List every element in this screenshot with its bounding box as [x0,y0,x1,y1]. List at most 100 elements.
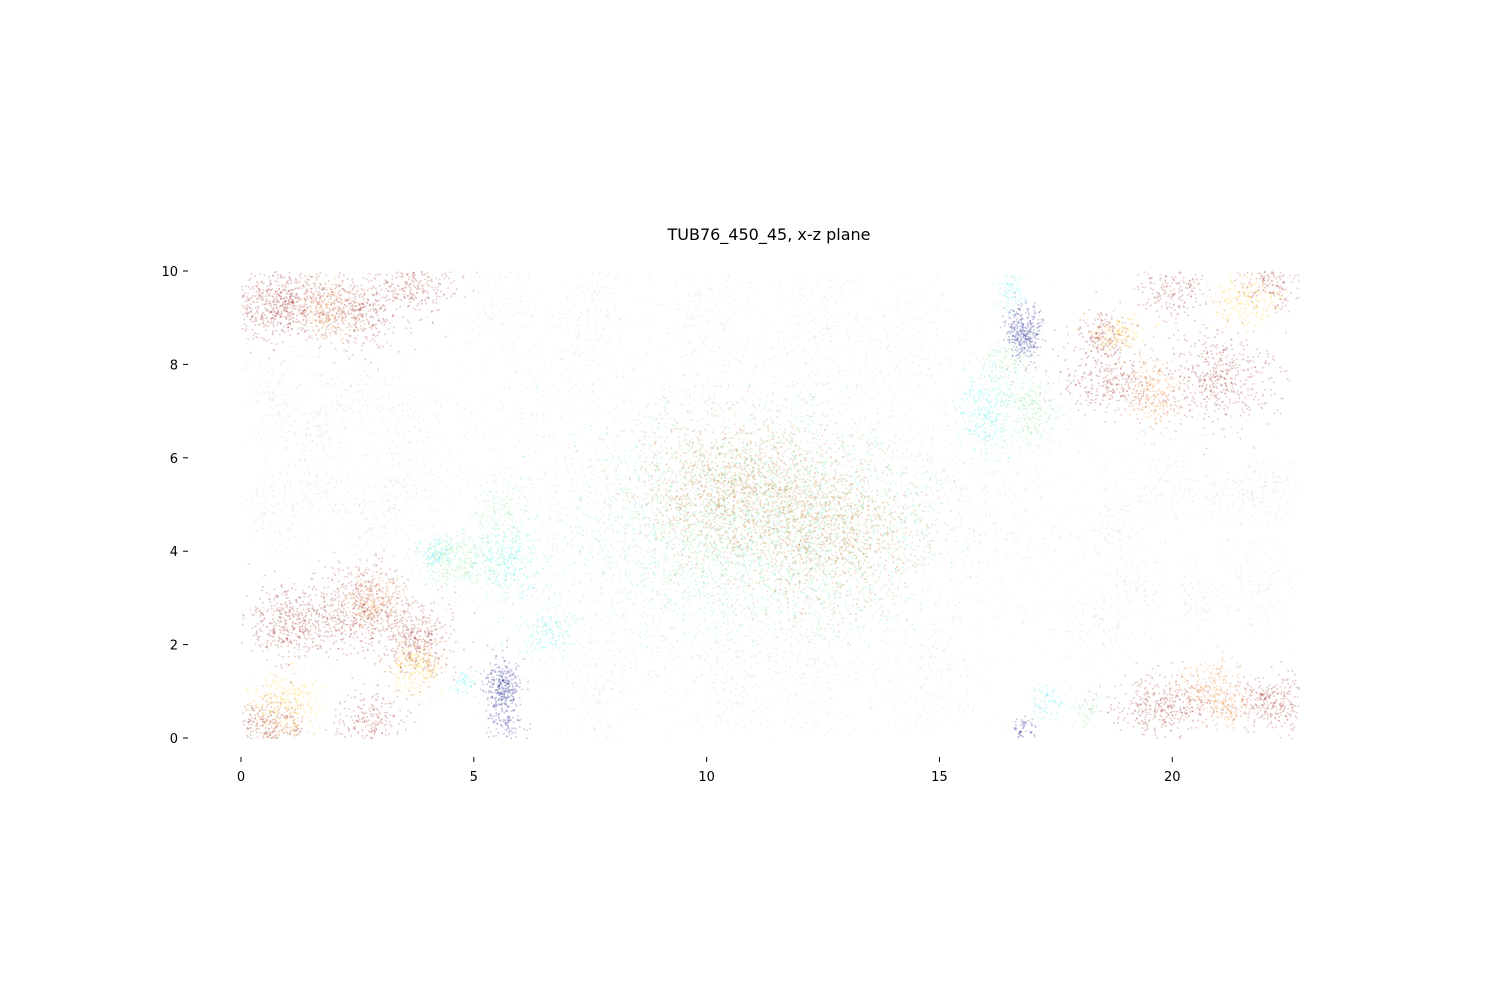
data-point [958,710,960,712]
data-point [246,508,248,511]
data-point [461,322,463,325]
data-point [698,457,701,460]
data-point [534,309,537,312]
data-point [388,447,390,449]
data-point [355,382,357,385]
data-point [775,441,778,444]
data-point [363,491,365,493]
data-point [843,345,845,348]
data-point [992,474,994,476]
data-point [736,655,739,658]
data-point [1179,565,1182,568]
data-point [1185,437,1188,440]
data-point [779,348,782,350]
data-point [285,531,288,534]
data-point [653,576,655,579]
data-point [457,402,460,404]
data-point [1240,480,1242,483]
data-point [1261,485,1263,488]
data-point [904,402,907,404]
data-point [544,365,546,367]
data-point [1207,596,1210,598]
data-point [815,374,817,376]
data-point [642,361,645,364]
data-point [772,282,774,285]
data-point [749,719,751,722]
data-point [695,375,698,377]
data-point [388,601,390,603]
data-point [1184,450,1187,453]
data-point [943,649,946,651]
data-point [275,530,277,533]
data-point [1126,597,1128,600]
data-point [844,599,846,601]
data-point [265,487,267,489]
data-point [357,398,360,401]
data-point [847,502,849,504]
data-point [1180,474,1183,476]
data-point [771,543,774,546]
data-point [1197,608,1200,611]
data-point [783,362,785,364]
data-point [795,678,797,680]
data-point [604,611,607,613]
data-point [331,401,333,404]
data-point [1076,536,1078,538]
data-point [960,487,963,490]
data-point [1079,538,1081,541]
data-point [1069,607,1072,610]
data-point [1014,361,1016,364]
data-point [721,687,724,690]
data-point [346,490,349,493]
data-point [1249,580,1251,582]
data-point [803,520,805,522]
data-point [656,593,659,596]
data-point [778,672,781,674]
data-point [1169,478,1172,481]
data-point [269,486,272,488]
data-point [328,580,331,583]
data-point [720,651,723,653]
data-point [1273,482,1275,485]
data-point [251,389,254,392]
data-point [1166,427,1168,429]
data-point [265,402,267,404]
data-point [612,574,615,576]
data-point [525,312,528,315]
data-point [1191,487,1193,490]
data-point [1239,566,1242,569]
data-point [1202,526,1205,528]
data-point [708,320,710,322]
data-point [1092,616,1095,618]
data-point [987,694,989,697]
data-point [973,536,976,538]
data-point [940,697,942,699]
data-point [806,601,809,604]
data-point [548,685,551,687]
data-point [1222,486,1225,489]
data-point [724,704,726,706]
data-point [1115,584,1117,586]
data-point [429,495,432,497]
data-point [280,394,283,396]
data-point [604,341,606,344]
data-point [577,275,580,278]
data-point [1113,498,1116,501]
data-point [423,487,426,490]
data-point [669,683,671,685]
data-point [712,401,714,403]
data-point [993,444,996,446]
data-point [946,349,948,351]
data-point [921,589,924,592]
data-point [265,500,267,503]
data-point [872,454,874,457]
data-point [893,442,896,444]
data-point [867,536,870,539]
data-point [978,441,981,443]
data-point [321,478,324,481]
data-point [830,551,832,553]
data-point [403,430,405,433]
data-point [892,415,895,417]
data-point [827,321,829,324]
data-point [319,433,321,435]
